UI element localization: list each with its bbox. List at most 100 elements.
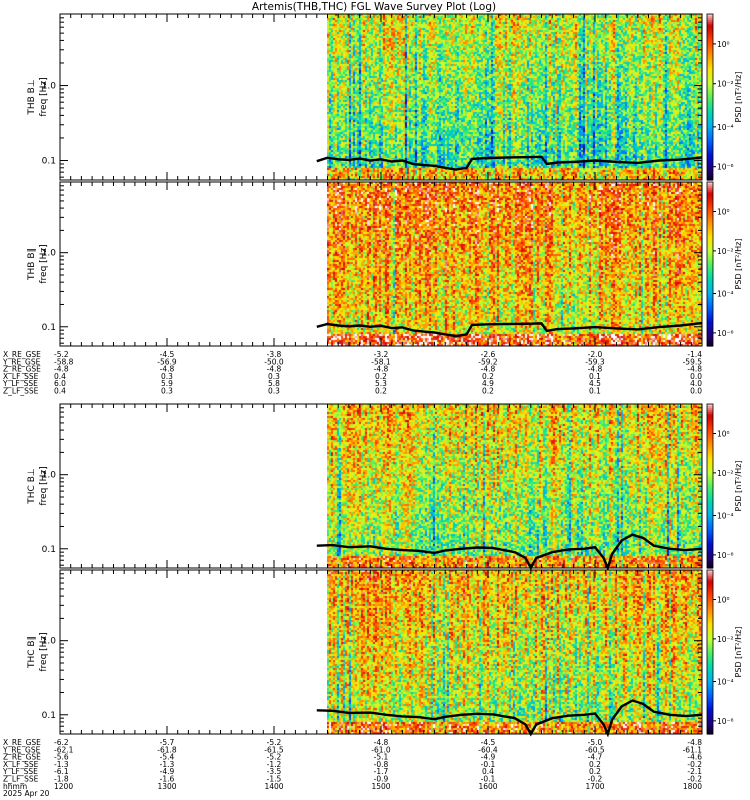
fc-trace-line xyxy=(316,321,703,338)
colorbar-swatch xyxy=(707,543,713,547)
ephem-value: -4.8 xyxy=(687,738,702,747)
colorbar-swatch xyxy=(707,136,713,140)
colorbar-tick-label: 10⁻⁶ xyxy=(717,329,734,338)
colorbar-swatch xyxy=(707,723,713,727)
colorbar-swatch xyxy=(707,647,713,651)
colorbar: 10⁰ 10⁻² 10⁻⁴ 10⁻⁶ PSD [nT²/Hz] xyxy=(706,403,743,569)
colorbar-swatch xyxy=(707,686,713,690)
ephem-value: 0.2 xyxy=(482,372,494,381)
colorbar-swatch xyxy=(707,113,713,117)
colorbar-swatch xyxy=(707,576,713,579)
colorbar-tick-label: 10⁻⁶ xyxy=(717,717,734,726)
colorbar-swatch xyxy=(707,153,713,156)
colorbar-swatch xyxy=(707,547,713,551)
colorbar-swatch xyxy=(707,278,713,281)
colorbar-swatch xyxy=(707,173,713,177)
colorbar-swatch xyxy=(707,434,713,438)
colorbar-swatch xyxy=(707,426,713,430)
colorbar-tick-label: 10⁰ xyxy=(717,208,730,217)
ephem-value: -5.0 xyxy=(588,738,603,747)
colorbar-swatch xyxy=(707,420,713,424)
colorbar-swatch xyxy=(707,660,713,663)
colorbar-swatch xyxy=(707,711,713,715)
y-tick-label: 0.1 xyxy=(42,323,56,333)
ephem-value: -4.9 xyxy=(160,767,175,776)
colorbar-swatch xyxy=(707,565,713,569)
ephem-value: -4.6 xyxy=(687,753,702,762)
y-axis-freq-label: freq [Hz] xyxy=(39,244,49,283)
colorbar-frame xyxy=(706,13,714,181)
colorbar-swatch xyxy=(707,235,713,238)
colorbar-swatch xyxy=(707,128,713,131)
colorbar-swatch xyxy=(707,227,713,230)
colorbar-swatch xyxy=(707,184,713,187)
colorbar-swatch xyxy=(707,229,713,232)
colorbar-swatch xyxy=(707,323,713,327)
colorbar: 10⁰ 10⁻² 10⁻⁴ 10⁻⁶ PSD [nT²/Hz] xyxy=(706,181,743,347)
y-axis-freq-label: freq [Hz] xyxy=(39,466,49,505)
ephem-value: -5.2 xyxy=(267,753,282,762)
colorbar-swatch xyxy=(707,465,713,469)
colorbar-swatch xyxy=(707,55,713,59)
colorbar-label: PSD [nT²/Hz] xyxy=(734,72,743,123)
colorbar-swatch xyxy=(707,707,713,710)
colorbar-swatch xyxy=(707,469,713,473)
colorbar-swatch xyxy=(707,339,713,343)
ephem-value: 6.0 xyxy=(54,379,66,388)
y-axis-probe-label: THC B⊥ xyxy=(27,468,37,505)
colorbar-swatch xyxy=(707,317,713,320)
ephem-value: -2.0 xyxy=(588,350,603,359)
ephem-value: -3.5 xyxy=(267,767,282,776)
ephem-value: -59.5 xyxy=(683,357,703,366)
colorbar-swatch xyxy=(707,682,713,686)
colorbar-swatch xyxy=(707,325,713,329)
colorbar-swatch xyxy=(707,140,713,144)
colorbar-swatch xyxy=(707,580,713,583)
ephem-value: 1500 xyxy=(371,782,390,791)
colorbar-swatch xyxy=(707,424,713,428)
colorbar-swatch xyxy=(707,662,713,665)
colorbar-swatch xyxy=(707,233,713,236)
colorbar-swatch xyxy=(707,99,713,102)
colorbar-swatch xyxy=(707,473,713,477)
colorbar-swatch xyxy=(707,563,713,567)
colorbar-swatch xyxy=(707,272,713,275)
colorbar-swatch xyxy=(707,453,713,456)
ephem-value: -5.4 xyxy=(160,753,175,762)
colorbar-swatch xyxy=(707,204,713,208)
colorbar-swatch xyxy=(707,76,713,79)
colorbar-swatch xyxy=(707,51,713,55)
colorbar-swatch xyxy=(707,635,713,639)
ephem-value: 4.0 xyxy=(690,379,702,388)
colorbar-swatch xyxy=(707,57,713,61)
colorbar-swatch xyxy=(707,280,713,284)
colorbar-swatch xyxy=(707,237,713,240)
panel-3: 1.0 0.1 THC B⊥ freq [Hz] 10⁰ 10⁻² 10⁻⁴ 10⁻⁶ PSD … xyxy=(27,403,743,572)
colorbar-swatch xyxy=(707,138,713,142)
colorbar-swatch xyxy=(707,16,713,19)
colorbar-swatch xyxy=(707,520,713,524)
colorbar-swatch xyxy=(707,249,713,253)
ephem-value: 1800 xyxy=(683,782,702,791)
colorbar-frame xyxy=(706,181,714,347)
ephem-value: 1200 xyxy=(54,782,73,791)
colorbar-swatch xyxy=(707,596,713,600)
ephem-value: 1600 xyxy=(478,782,497,791)
ephem-value: -5.7 xyxy=(160,738,175,747)
colorbar-swatch xyxy=(707,117,713,121)
colorbar-swatch xyxy=(707,78,713,81)
colorbar-swatch xyxy=(707,142,713,146)
colorbar-label: PSD [nT²/Hz] xyxy=(734,627,743,678)
ephem-value: -5.2 xyxy=(54,350,69,359)
y-tick-label: 0.1 xyxy=(42,157,56,167)
colorbar-swatch xyxy=(707,672,713,676)
colorbar-swatch xyxy=(707,486,713,489)
colorbar-swatch xyxy=(707,445,713,448)
ephem-value: 0.3 xyxy=(161,387,173,396)
ephem-value: -4.8 xyxy=(267,365,282,374)
colorbar-swatch xyxy=(707,697,713,700)
ephem-value: -58.1 xyxy=(371,357,391,366)
ephem-value: -60.5 xyxy=(585,745,605,754)
colorbar-swatch xyxy=(707,619,713,622)
ephem-value: -61.0 xyxy=(371,745,391,754)
